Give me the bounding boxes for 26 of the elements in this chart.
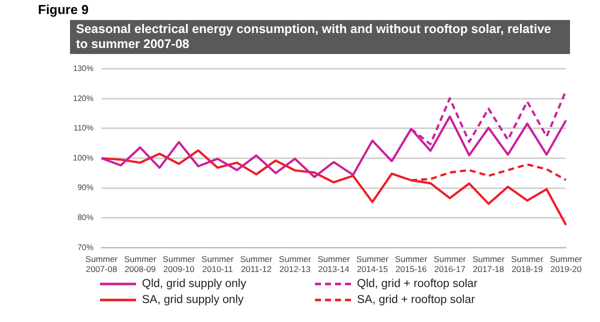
legend-label: SA, grid supply only [142, 294, 244, 306]
x-tick-label: Summer 2016-17 [434, 254, 466, 274]
y-tick-label: 120% [72, 94, 94, 103]
y-tick-label: 100% [72, 153, 94, 162]
x-tick-label: Summer 2010-11 [202, 254, 234, 274]
x-tick-label: Summer 2017-18 [472, 254, 505, 274]
y-tick-label: 80% [77, 213, 94, 222]
x-tick-label: Summer 2019-20 [550, 254, 582, 274]
y-tick-label: 130% [72, 64, 94, 74]
x-tick-label: Summer 2012-13 [278, 254, 312, 274]
legend-label: SA, grid + rooftop solar [357, 294, 475, 306]
x-tick-label: Summer 2018-19 [511, 254, 544, 274]
x-tick-label: Summer 2013-14 [318, 254, 350, 274]
x-tick-label: Summer 2009-10 [162, 254, 196, 274]
y-tick-label: 90% [77, 183, 94, 192]
y-tick-label: 70% [77, 242, 94, 252]
x-tick-label: Summer 2007-08 [85, 254, 118, 274]
chart-title: Seasonal electrical energy consumption, with and without rooftop solar, relative to summer 2007-08 [70, 20, 570, 54]
x-tick-label: Summer 2008-09 [124, 254, 156, 274]
x-tick-label: Summer 2015-16 [395, 254, 428, 274]
x-tick-label: Summer 2011-12 [240, 254, 273, 274]
caption: Figure 9 [38, 2, 89, 17]
y-tick-label: 110% [74, 124, 94, 133]
legend-label: Qld, grid + rooftop solar [357, 278, 478, 290]
x-tick-label: Summer 2014-15 [356, 254, 389, 274]
legend-label: Qld, grid supply only [142, 278, 246, 290]
